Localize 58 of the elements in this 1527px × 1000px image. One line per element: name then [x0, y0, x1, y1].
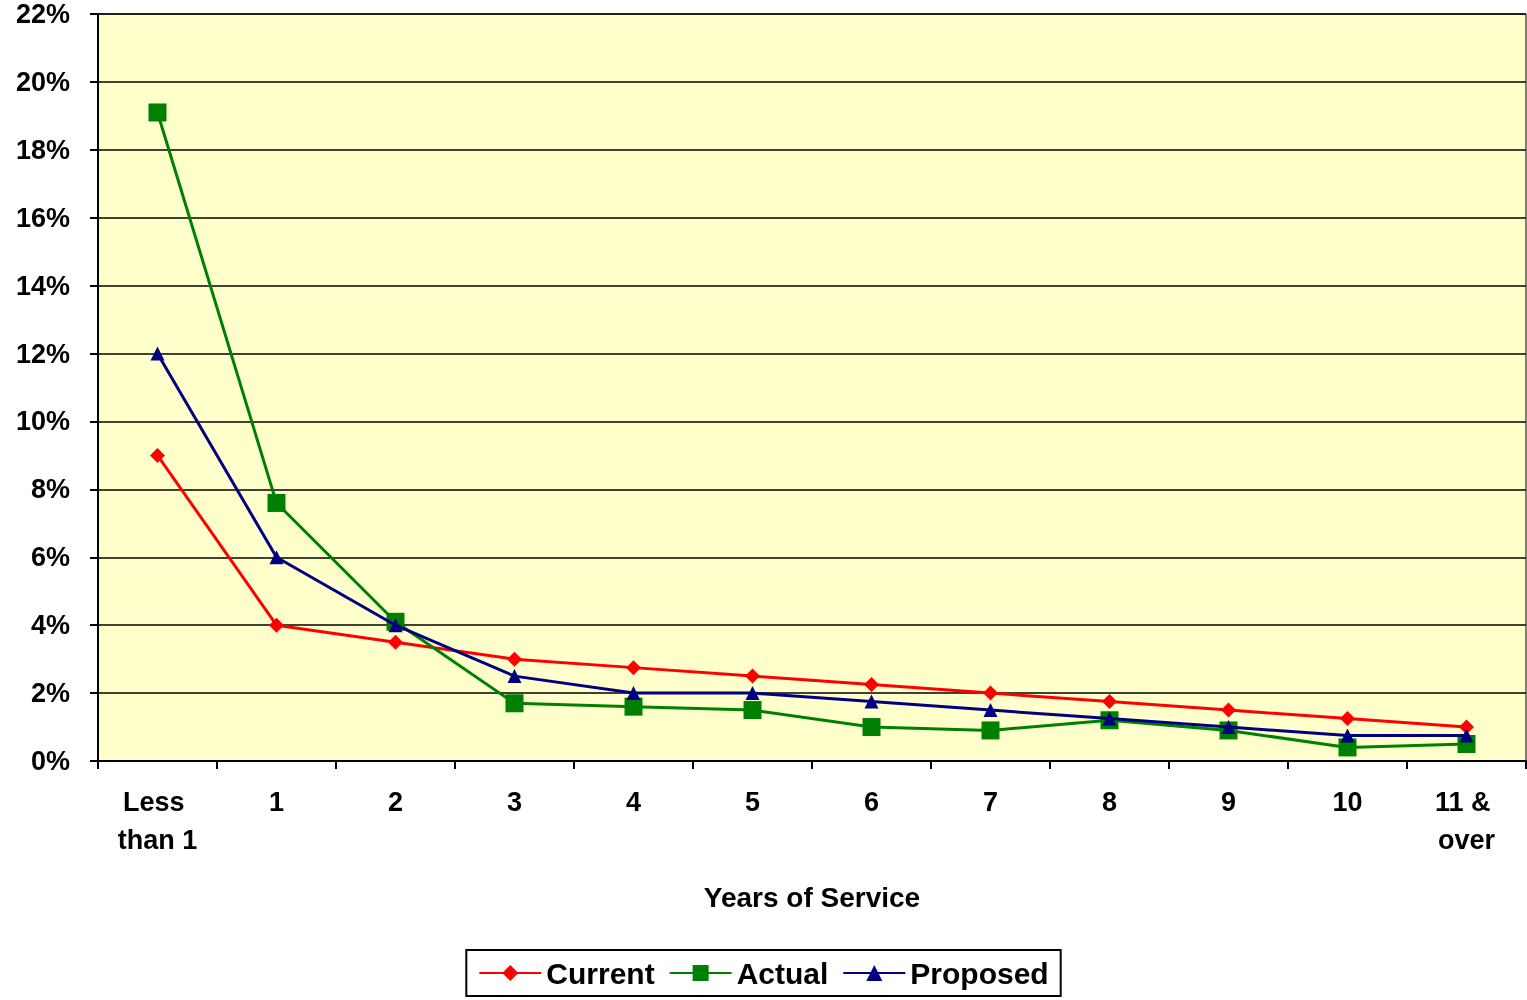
point — [626, 660, 641, 676]
x-tick-label: 10 — [1332, 787, 1363, 817]
x-tick-label: 5 — [744, 787, 761, 817]
y-tick-label: 18% — [15, 134, 70, 165]
point — [148, 103, 167, 122]
point — [862, 718, 881, 737]
legend-label: Current — [546, 956, 655, 990]
point — [864, 694, 879, 709]
point — [388, 634, 403, 650]
x-tick-label: 6 — [863, 787, 880, 817]
y-tick-label: 16% — [15, 202, 70, 233]
point — [150, 447, 165, 463]
y-tick-label: 20% — [15, 66, 70, 97]
y-tick-label: 6% — [30, 542, 70, 573]
point — [983, 685, 998, 701]
point — [1340, 728, 1355, 743]
legend-label: Proposed — [910, 956, 1049, 990]
point — [745, 668, 760, 684]
point — [505, 694, 524, 713]
legend-label: Actual — [736, 956, 829, 990]
point — [1221, 702, 1236, 718]
x-tick-label: 8 — [1101, 787, 1118, 817]
y-tick-label: 8% — [30, 474, 70, 505]
point — [983, 703, 998, 718]
point — [388, 618, 403, 633]
y-tick-label: 2% — [30, 678, 70, 709]
point — [624, 697, 643, 716]
y-tick-label: 0% — [30, 746, 70, 776]
point — [269, 617, 284, 633]
point — [864, 677, 879, 693]
x-tick-label: 4 — [625, 787, 642, 817]
y-tick-label: 14% — [15, 270, 70, 301]
x-axis-title: Years of Service — [703, 881, 921, 913]
point — [1459, 728, 1474, 743]
point — [626, 686, 641, 701]
y-tick-label: 12% — [15, 338, 70, 369]
x-tick-label: 3 — [506, 787, 523, 817]
y-tick-label: 22% — [15, 0, 70, 29]
point — [981, 721, 1000, 740]
x-tick-label: 9 — [1220, 787, 1237, 817]
point — [1102, 694, 1117, 710]
x-tick-label: Less than 1 — [117, 787, 198, 855]
x-tick-label: 2 — [387, 787, 404, 817]
y-tick-label: 10% — [15, 406, 70, 437]
point — [507, 651, 522, 667]
point — [507, 669, 522, 684]
x-tick-label: 1 — [268, 787, 285, 817]
point — [743, 701, 762, 720]
point — [267, 493, 286, 512]
point — [1340, 711, 1355, 727]
point — [1102, 711, 1117, 726]
point — [150, 346, 165, 361]
y-tick-label: 4% — [30, 610, 70, 641]
point — [1221, 720, 1236, 735]
point — [269, 550, 284, 565]
x-tick-label: 7 — [982, 787, 999, 817]
x-tick-label: 11 & over — [1434, 787, 1499, 855]
point — [745, 686, 760, 701]
